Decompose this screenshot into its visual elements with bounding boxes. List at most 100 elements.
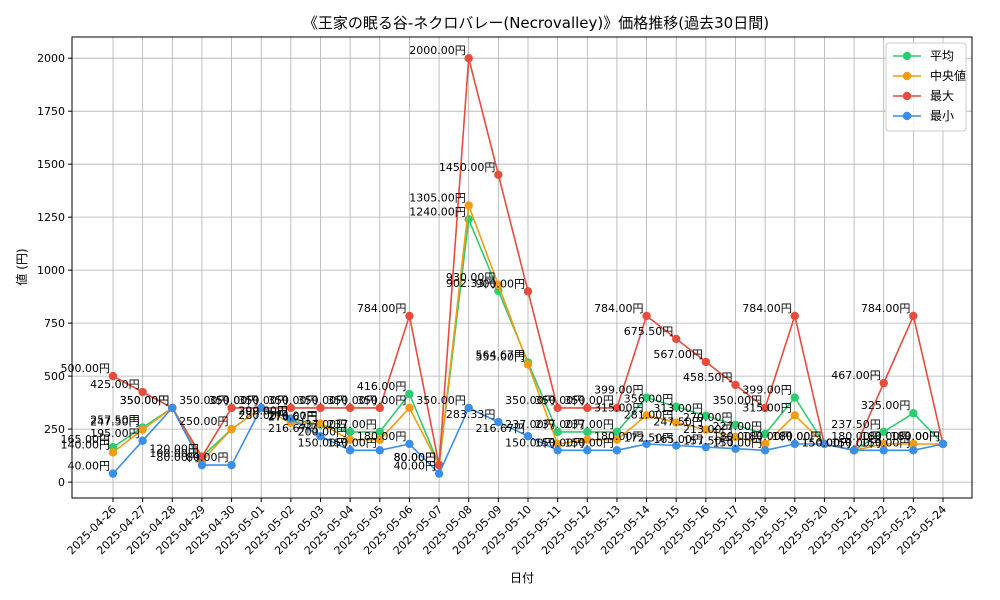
data-label: 100.00円 bbox=[149, 447, 199, 460]
data-label: 165.00円 bbox=[61, 433, 111, 446]
data-label: 350.00円 bbox=[713, 394, 763, 407]
data-point bbox=[464, 53, 473, 63]
data-label: 564.67円 bbox=[476, 348, 526, 361]
data-point bbox=[612, 403, 622, 413]
data-label: 150.00円 bbox=[802, 436, 852, 449]
y-tick-label: 1250 bbox=[37, 211, 65, 224]
data-label: 350.00円 bbox=[120, 394, 170, 407]
data-point bbox=[197, 460, 207, 470]
legend-label: 中央値 bbox=[930, 68, 966, 83]
legend-swatch-marker bbox=[902, 71, 912, 81]
data-point bbox=[879, 439, 888, 449]
data-label: 784.00円 bbox=[357, 302, 407, 315]
data-point bbox=[316, 403, 325, 413]
data-label: 315.00円 bbox=[742, 401, 792, 414]
legend-box bbox=[885, 42, 967, 132]
y-tick-label: 750 bbox=[44, 317, 65, 330]
data-point bbox=[612, 427, 622, 437]
data-label: 784.00円 bbox=[594, 302, 644, 315]
data-label: 900.00円 bbox=[476, 277, 526, 290]
data-point bbox=[108, 448, 118, 457]
data-point bbox=[760, 446, 770, 455]
data-label: 315.00円 bbox=[594, 401, 644, 414]
legend-swatch-marker bbox=[902, 111, 912, 121]
data-label: 350.00円 bbox=[535, 394, 585, 407]
data-label: 180.00円 bbox=[772, 430, 822, 443]
data-label: 180.00円 bbox=[891, 430, 941, 443]
data-point bbox=[375, 427, 384, 437]
legend-label: 平均 bbox=[930, 49, 954, 63]
data-label: 180.00円 bbox=[742, 430, 792, 443]
data-label: 500.00円 bbox=[61, 362, 111, 375]
data-point bbox=[227, 424, 236, 434]
y-tick-label: 1000 bbox=[37, 264, 65, 277]
data-label: 247.50円 bbox=[653, 416, 703, 429]
data-label: 227.00円 bbox=[713, 420, 763, 433]
data-label: 350.00円 bbox=[505, 394, 555, 407]
data-point bbox=[642, 439, 651, 449]
data-label: 325.00円 bbox=[861, 399, 911, 412]
data-point bbox=[879, 427, 888, 436]
data-label: 930.00円 bbox=[446, 271, 496, 284]
data-label: 350.00円 bbox=[298, 394, 348, 407]
data-point bbox=[375, 435, 384, 444]
data-label: 350.00円 bbox=[120, 394, 170, 407]
series-layer bbox=[108, 53, 948, 478]
data-label: 172.50円 bbox=[624, 432, 674, 445]
data-label: 180.00円 bbox=[831, 430, 881, 443]
data-point bbox=[375, 446, 384, 455]
data-label: 150.00円 bbox=[861, 436, 911, 449]
legend-swatch-marker bbox=[902, 51, 912, 61]
y-axis: 0 250 500 750 1000 1250 1500 1750 2000 bbox=[37, 52, 72, 489]
data-label: 350.00円 bbox=[209, 394, 259, 407]
data-point bbox=[464, 215, 473, 224]
data-point bbox=[316, 431, 325, 441]
legend-label: 最小 bbox=[930, 109, 954, 123]
data-label: 200.00円 bbox=[298, 426, 348, 439]
data-label: 902.33円 bbox=[446, 277, 496, 290]
data-point bbox=[138, 425, 147, 434]
data-label: 120.00円 bbox=[149, 443, 199, 456]
data-point bbox=[345, 446, 355, 455]
x-axis: 2025-04-262025-04-272025-04-282025-04-29… bbox=[65, 498, 949, 557]
data-label: 80.00円 bbox=[156, 451, 199, 464]
data-label: 350.00円 bbox=[327, 394, 377, 407]
data-point bbox=[345, 435, 355, 444]
data-point bbox=[612, 446, 622, 455]
data-label: 784.00円 bbox=[861, 302, 911, 315]
data-label: 555.00円 bbox=[476, 350, 526, 363]
data-point bbox=[553, 439, 562, 449]
data-point bbox=[938, 439, 948, 449]
data-point bbox=[790, 393, 799, 402]
data-label: 150.00円 bbox=[713, 436, 763, 449]
data-point bbox=[138, 436, 147, 445]
data-label: 350.00円 bbox=[238, 394, 288, 407]
data-label: 458.50円 bbox=[683, 371, 733, 384]
plot-frame bbox=[71, 36, 973, 499]
data-point bbox=[672, 334, 681, 344]
data-point bbox=[909, 446, 918, 455]
data-labels: 165.00円140.00円500.00円40.00円257.50円247.50… bbox=[61, 44, 941, 472]
data-label: 180.00円 bbox=[594, 430, 644, 443]
data-point bbox=[108, 371, 118, 381]
data-label: 1240.00円 bbox=[409, 205, 466, 218]
data-point bbox=[672, 402, 681, 411]
data-point bbox=[909, 409, 918, 418]
data-point bbox=[879, 446, 888, 455]
data-point bbox=[909, 439, 918, 449]
y-tick-label: 1500 bbox=[37, 158, 65, 171]
data-label: 237.00円 bbox=[564, 418, 614, 431]
data-label: 299.00円 bbox=[238, 405, 288, 418]
data-point bbox=[405, 403, 414, 413]
data-label: 250.00円 bbox=[179, 415, 229, 428]
data-point bbox=[494, 417, 503, 427]
data-point bbox=[642, 411, 651, 420]
data-label: 180.00円 bbox=[713, 430, 763, 443]
data-label: 784.00円 bbox=[742, 302, 792, 315]
data-label: 180.00円 bbox=[357, 430, 407, 443]
data-point bbox=[672, 441, 681, 450]
data-point bbox=[523, 431, 533, 441]
chart-title: 《王家の眠る谷-ネクロバレー(Necrovalley)》価格推移(過去30日間) bbox=[303, 14, 769, 32]
data-label: 350.00円 bbox=[416, 394, 466, 407]
data-label: 350.00円 bbox=[564, 394, 614, 407]
